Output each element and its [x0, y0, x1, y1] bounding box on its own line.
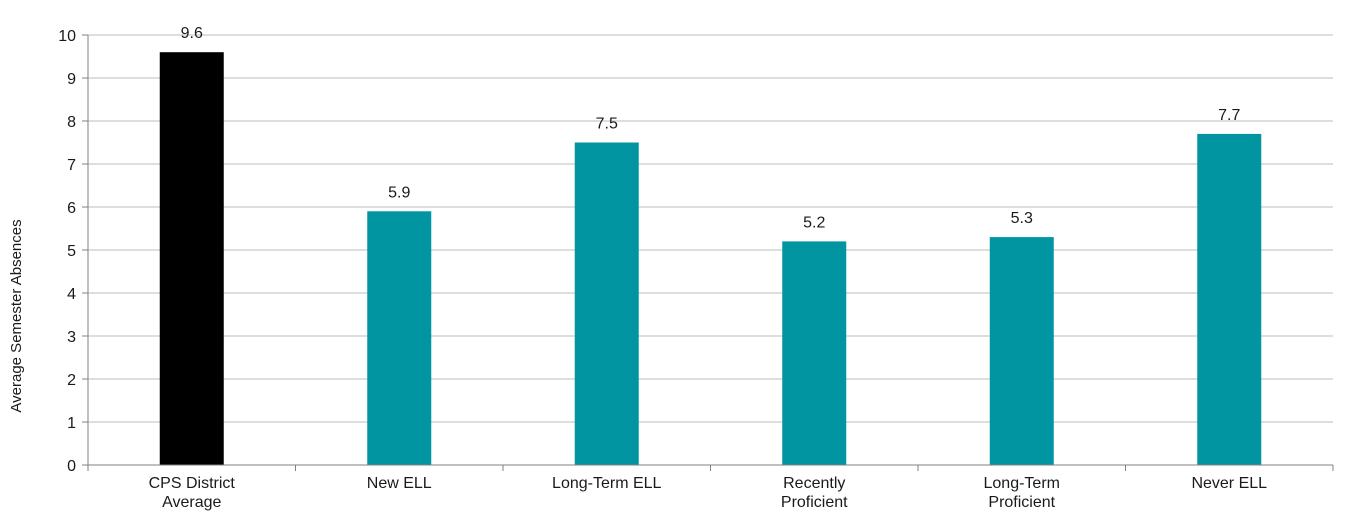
- y-tick-label: 8: [67, 114, 76, 131]
- data-label: 7.5: [596, 116, 618, 133]
- x-tick-label-line: Proficient: [781, 494, 848, 511]
- y-tick-label: 6: [67, 200, 76, 217]
- y-tick-label: 9: [67, 71, 76, 88]
- bar: [574, 142, 639, 465]
- data-label: 5.3: [1011, 210, 1033, 227]
- x-tick-label: Never ELL: [1191, 475, 1267, 492]
- bar: [782, 241, 847, 465]
- x-tick-label: Long-Term Proficient: [984, 475, 1060, 511]
- x-tick-label-line: Long-Term ELL: [552, 475, 661, 492]
- bar: [1197, 133, 1262, 465]
- bar: [159, 52, 224, 465]
- axes: [82, 34, 1334, 471]
- y-tick-label: 1: [67, 415, 76, 432]
- y-tick-label: 3: [67, 329, 76, 346]
- x-tick-label-line: Long-Term: [984, 475, 1060, 492]
- y-tick-label: 5: [67, 243, 76, 260]
- y-tick-label: 4: [67, 286, 76, 303]
- data-label: 5.2: [803, 214, 825, 231]
- data-label: 7.7: [1218, 107, 1240, 124]
- x-tick-label-line: Never ELL: [1191, 475, 1267, 492]
- x-tick-label: Long-Term ELL: [552, 475, 661, 492]
- x-tick-label: New ELL: [367, 475, 432, 492]
- labels: 0 1 2 3 4 5 6 7 8 9 10 9.6 CPS District Average 5.9 New…: [58, 25, 1267, 511]
- y-tick-label: 7: [67, 157, 76, 174]
- x-tick-label-line: CPS District: [149, 475, 236, 492]
- y-tick-label: 0: [67, 458, 76, 475]
- y-tick-label: 10: [58, 28, 76, 45]
- x-tick-label: Recently Proficient: [781, 475, 848, 511]
- gridlines: [88, 34, 1333, 423]
- data-label: 9.6: [181, 25, 203, 42]
- data-label: 5.9: [388, 184, 410, 201]
- y-tick-label: 2: [67, 372, 76, 389]
- x-tick-label-line: Proficient: [988, 494, 1055, 511]
- x-tick-label-line: Average: [162, 494, 221, 511]
- x-tick-label-line: Recently: [783, 475, 845, 492]
- bar: [989, 237, 1054, 465]
- bars: [159, 52, 1262, 465]
- bar: [367, 211, 432, 465]
- y-axis-title: Average Semester Absences: [8, 219, 25, 412]
- x-tick-label: CPS District Average: [149, 475, 236, 511]
- x-tick-label-line: New ELL: [367, 475, 432, 492]
